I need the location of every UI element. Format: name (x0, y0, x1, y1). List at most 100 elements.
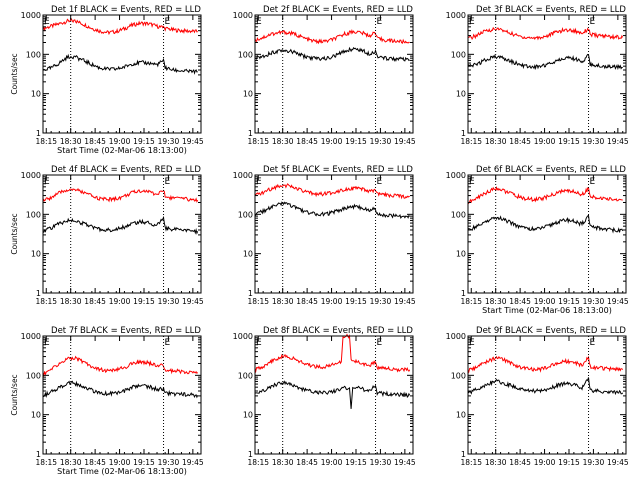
annotation-label: E (256, 17, 262, 27)
plot-frame (42, 14, 202, 134)
series-line-black (467, 53, 623, 71)
x-tick-label: 18:15 (460, 297, 482, 306)
x-tick-label: 18:15 (460, 137, 482, 146)
x-tick-label: 18:45 (509, 137, 531, 146)
x-tick-label: 19:15 (133, 297, 155, 306)
x-tick-label: 18:30 (60, 137, 82, 146)
x-tick-label: 19:15 (345, 137, 367, 146)
y-axis-label: Counts/sec (10, 374, 19, 415)
x-axis-label: Start Time (02-Mar-06 18:13:00) (482, 306, 612, 315)
y-tick-label: 1 (461, 450, 466, 459)
y-tick-label: 10 (456, 90, 466, 99)
annotation-label: E (590, 338, 596, 348)
series-line-black (42, 380, 199, 399)
series-line-red (467, 186, 623, 205)
x-tick-label: 18:15 (460, 458, 482, 467)
series-line-red (254, 29, 410, 45)
y-axis-label: Counts/sec (10, 53, 19, 94)
y-tick-label: 1000 (233, 171, 253, 180)
y-tick-label: 1 (248, 129, 253, 138)
x-tick-label: 19:45 (607, 297, 629, 306)
x-tick-label: 19:00 (534, 458, 556, 467)
y-tick-label: 100 (238, 50, 253, 59)
x-tick-label: 19:45 (182, 137, 204, 146)
annotation-label: E (165, 17, 171, 27)
x-tick-label: 19:30 (583, 297, 605, 306)
x-tick-label: 19:15 (133, 458, 155, 467)
y-tick-label: 1000 (446, 11, 466, 20)
x-tick-label: 19:15 (133, 137, 155, 146)
x-tick-label: 19:15 (558, 137, 580, 146)
series-line-red (254, 183, 410, 200)
y-tick-label: 10 (456, 411, 466, 420)
y-tick-label: 1 (461, 289, 466, 298)
x-tick-label: 19:15 (558, 458, 580, 467)
x-tick-label: 19:30 (370, 297, 392, 306)
x-tick-label: 18:45 (296, 458, 318, 467)
plot-frame (254, 335, 414, 455)
x-tick-label: 18:15 (247, 137, 269, 146)
y-tick-label: 10 (243, 90, 253, 99)
x-tick-label: 19:15 (558, 297, 580, 306)
y-tick-label: 1000 (233, 11, 253, 20)
plot-frame (254, 14, 414, 134)
x-tick-label: 19:30 (583, 458, 605, 467)
annotation-label: E (469, 17, 475, 27)
annotation-label: E (165, 338, 171, 348)
panel-title: Det 5f BLACK = Events, RED = LLD (263, 165, 413, 175)
series-line-black (254, 201, 411, 220)
y-tick-label: 1 (248, 450, 253, 459)
x-tick-label: 18:30 (272, 297, 294, 306)
x-tick-label: 18:15 (35, 137, 57, 146)
x-tick-label: 18:45 (84, 458, 106, 467)
y-tick-label: 1 (36, 289, 41, 298)
x-tick-label: 18:15 (35, 458, 57, 467)
y-tick-label: 1 (36, 450, 41, 459)
plot-frame (42, 335, 202, 455)
y-axis-label: Counts/sec (10, 213, 19, 254)
series-line-black (467, 214, 624, 234)
x-tick-label: 18:15 (247, 297, 269, 306)
x-tick-label: 18:45 (84, 297, 106, 306)
panel-title: Det 1f BLACK = Events, RED = LLD (51, 5, 201, 15)
x-tick-label: 19:00 (109, 458, 131, 467)
x-tick-label: 19:30 (158, 458, 180, 467)
panel-title: Det 7f BLACK = Events, RED = LLD (51, 326, 201, 336)
y-tick-label: 1 (461, 129, 466, 138)
x-tick-label: 19:15 (345, 297, 367, 306)
series-line-black (467, 377, 624, 396)
y-tick-label: 100 (451, 210, 466, 219)
annotation-label: E (590, 17, 596, 27)
x-tick-label: 19:00 (534, 137, 556, 146)
annotation-label: E (256, 177, 262, 187)
panel-title: Det 2f BLACK = Events, RED = LLD (263, 5, 413, 15)
x-tick-label: 18:15 (247, 458, 269, 467)
series-line-red (254, 333, 411, 374)
series-line-red (467, 26, 624, 41)
y-tick-label: 1000 (21, 11, 41, 20)
y-tick-label: 1 (36, 129, 41, 138)
x-tick-label: 18:45 (509, 458, 531, 467)
y-tick-label: 10 (243, 250, 253, 259)
y-tick-label: 10 (456, 250, 466, 259)
plot-frame (42, 174, 202, 294)
x-tick-label: 19:15 (345, 458, 367, 467)
x-tick-label: 18:15 (35, 297, 57, 306)
y-tick-label: 100 (451, 371, 466, 380)
x-tick-label: 18:30 (485, 458, 507, 467)
plot-frame (467, 174, 627, 294)
series-line-black (42, 215, 199, 235)
series-line-red (467, 355, 624, 374)
panel-title: Det 8f BLACK = Events, RED = LLD (263, 326, 413, 336)
x-tick-label: 19:45 (607, 458, 629, 467)
annotation-label: E (469, 177, 475, 187)
series-line-red (42, 355, 199, 378)
